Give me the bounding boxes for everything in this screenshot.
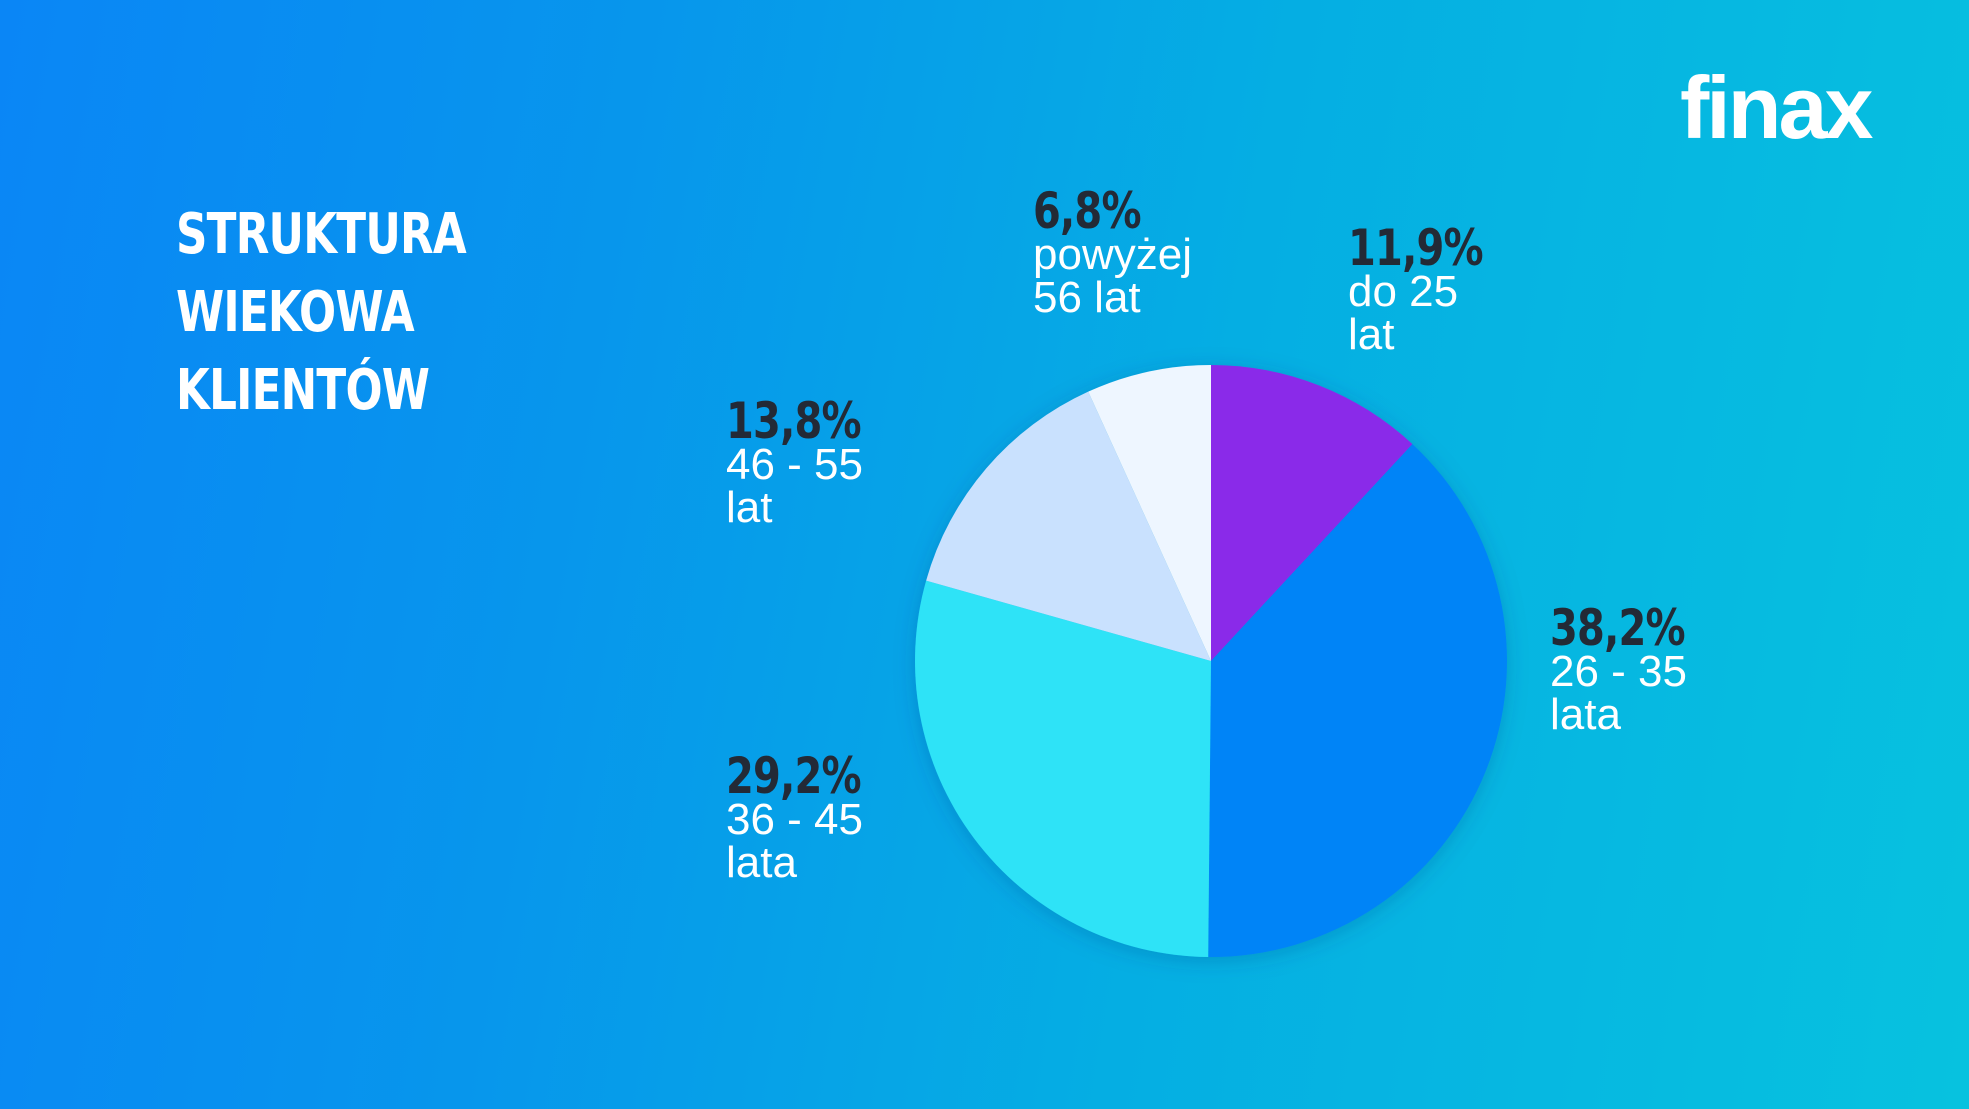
label-description: powyżej 56 lat xyxy=(1033,230,1192,322)
slice-26-35 xyxy=(1208,444,1508,958)
label-percent: 29,2% xyxy=(726,747,862,805)
label-description: 36 - 45 lata xyxy=(726,795,863,887)
label-26-35: 38,2% 26 - 35 lata xyxy=(1550,599,1718,739)
slice-46-55 xyxy=(926,391,1211,661)
label-percent: 13,8% xyxy=(726,392,862,450)
label-46-55: 13,8% 46 - 55 lat xyxy=(726,392,894,532)
label-percent: 38,2% xyxy=(1550,599,1686,657)
logo-text-x: x xyxy=(1824,58,1873,157)
chart-title: STRUKTURA WIEKOWA KLIENTÓW xyxy=(176,196,467,430)
label-percent: 11,9% xyxy=(1348,219,1484,277)
label-description: 26 - 35 lata xyxy=(1550,647,1687,739)
label-percent: 6,8% xyxy=(1033,182,1142,240)
title-line-3: KLIENTÓW xyxy=(176,358,430,423)
logo-text-main: fina xyxy=(1680,58,1827,157)
label-do-25: 11,9% do 25 lat xyxy=(1348,219,1516,359)
label-description: do 25 lat xyxy=(1348,267,1459,359)
label-description: 46 - 55 lat xyxy=(726,440,863,532)
title-line-2: WIEKOWA xyxy=(176,280,415,345)
finax-logo-icon: finax xyxy=(1680,64,1873,152)
label-36-45: 29,2% 36 - 45 lata xyxy=(726,747,894,887)
slice-56-plus xyxy=(1088,365,1211,661)
title-line-1: STRUKTURA xyxy=(176,202,467,267)
label-56-plus: 6,8% powyżej 56 lat xyxy=(1033,182,1192,322)
slice-do-25 xyxy=(1211,365,1413,661)
slice-36-45 xyxy=(915,580,1211,957)
